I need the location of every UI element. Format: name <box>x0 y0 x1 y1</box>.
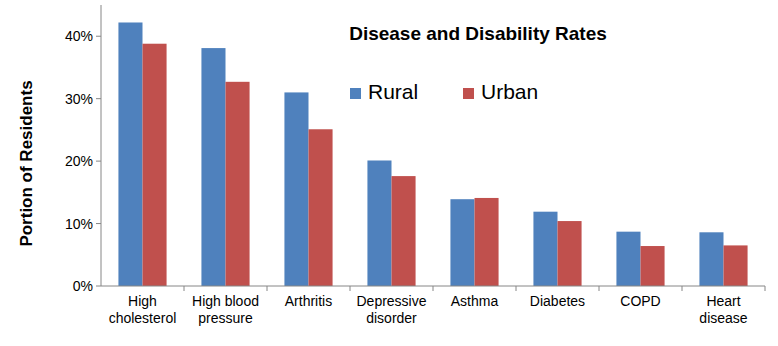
bar <box>118 22 142 286</box>
x-tick <box>765 286 766 291</box>
y-tick-label: 30% <box>65 91 93 107</box>
y-tick-label: 40% <box>65 28 93 44</box>
x-tick-label: Asthma <box>451 293 499 309</box>
bar <box>143 44 167 286</box>
y-tick <box>96 286 101 287</box>
x-tick-label-line: Diabetes <box>530 293 585 309</box>
bar <box>699 232 723 286</box>
x-tick <box>516 286 517 291</box>
x-tick-label: Heartdisease <box>699 293 747 326</box>
legend-swatch <box>350 88 361 99</box>
x-tick-label: Highcholesterol <box>109 293 177 326</box>
x-tick <box>184 286 185 291</box>
x-tick-label: Depressivedisorder <box>356 293 426 326</box>
x-tick <box>433 286 434 291</box>
legend-swatch <box>463 88 474 99</box>
x-tick-label-line: Heart <box>706 293 740 309</box>
x-tick-label-line: High <box>128 293 157 309</box>
x-tick <box>682 286 683 291</box>
bar <box>724 245 748 286</box>
bar <box>475 198 499 286</box>
bar <box>309 129 333 286</box>
bar <box>392 176 416 286</box>
bar <box>641 246 665 286</box>
y-tick-label: 0% <box>73 278 93 294</box>
x-tick-label: Diabetes <box>530 293 585 309</box>
bar <box>616 232 640 286</box>
legend-label: Rural <box>368 80 418 103</box>
x-tick <box>599 286 600 291</box>
bar <box>558 221 582 286</box>
bar <box>450 199 474 286</box>
x-tick-label-line: pressure <box>198 310 253 326</box>
bar <box>226 82 250 286</box>
y-tick <box>96 161 101 162</box>
bar <box>367 160 391 286</box>
y-axis <box>101 5 102 286</box>
x-tick <box>350 286 351 291</box>
x-tick-label: COPD <box>620 293 660 309</box>
chart: 0% 10% 20% 30% 40% Highcholesterol High bloodp… <box>0 0 778 346</box>
legend: Rural Urban <box>350 80 538 103</box>
x-tick-label: Arthritis <box>285 293 332 309</box>
y-tick-label: 20% <box>65 153 93 169</box>
x-tick-label: High bloodpressure <box>192 293 259 326</box>
x-tick-label-line: High blood <box>192 293 259 309</box>
x-tick-label-line: COPD <box>620 293 660 309</box>
bar <box>201 48 225 286</box>
x-tick-label-line: disorder <box>366 310 417 326</box>
y-axis-title: Portion of Residents <box>17 80 36 246</box>
x-tick-label-line: disease <box>699 310 747 326</box>
x-tick-label-line: cholesterol <box>109 310 177 326</box>
bar <box>284 92 308 286</box>
x-tick-label-line: Arthritis <box>285 293 332 309</box>
bars <box>118 22 747 286</box>
bar <box>533 212 557 286</box>
x-tick-label-line: Depressive <box>356 293 426 309</box>
y-tick-label: 10% <box>65 216 93 232</box>
legend-label: Urban <box>481 80 538 103</box>
title: Disease and Disability Rates <box>349 23 607 44</box>
x-tick <box>267 286 268 291</box>
y-tick <box>96 98 101 99</box>
y-tick <box>96 223 101 224</box>
y-tick <box>96 36 101 37</box>
x-tick-label-line: Asthma <box>451 293 499 309</box>
